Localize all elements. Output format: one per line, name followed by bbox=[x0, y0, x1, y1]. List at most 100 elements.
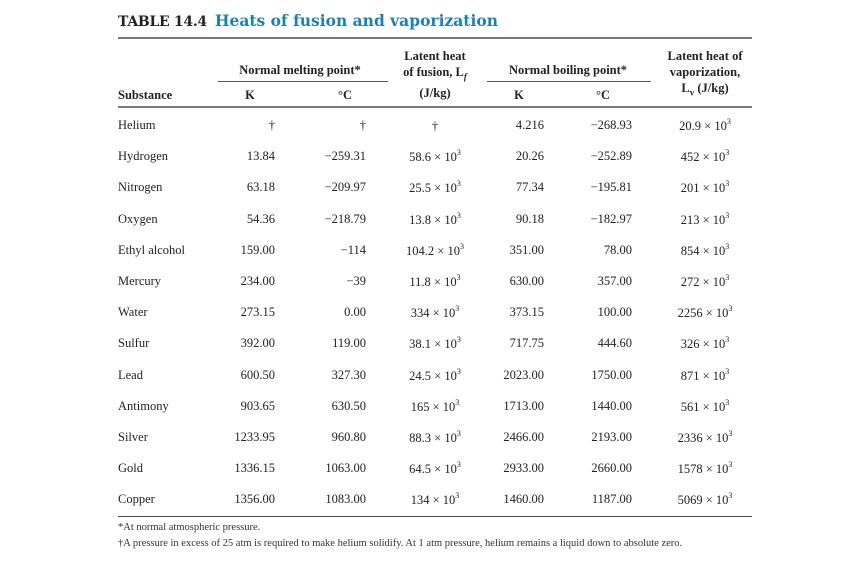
table-row: Antimony 903.65 630.50 165 × 103 1713.00 1440… bbox=[0, 398, 868, 419]
cell-text: Mercury bbox=[118, 274, 162, 288]
cell-text: 25.5 × 10 bbox=[409, 181, 457, 196]
cell-substance: Water bbox=[118, 305, 148, 320]
cell-text: −114 bbox=[340, 242, 366, 257]
cell-bp-k: 1713.00 bbox=[503, 399, 544, 414]
cell-text: 351.00 bbox=[509, 242, 544, 257]
cell-exponent: 3 bbox=[725, 273, 730, 282]
cell-exponent: 3 bbox=[456, 273, 461, 282]
cell-text: 104.2 × 10 bbox=[406, 243, 460, 258]
cell-mp-c: 0.00 bbox=[344, 305, 366, 320]
cell-bp-c: −268.93 bbox=[591, 118, 632, 133]
table-row: Mercury 234.00 −39 11.8 × 103 630.00 357.00 27… bbox=[0, 273, 868, 294]
cell-text: Hydrogen bbox=[118, 149, 168, 164]
cell-exponent: 3 bbox=[725, 366, 730, 376]
cell-text: 2466.00 bbox=[503, 430, 544, 444]
cell-mp-k: † bbox=[269, 118, 275, 133]
cell-text: 2256 × 10 bbox=[677, 306, 729, 321]
cell-substance: Lead bbox=[118, 368, 143, 383]
cell-substance: Silver bbox=[118, 430, 148, 445]
cell-exponent: 3 bbox=[728, 460, 733, 470]
cell-mp-c: −218.79 bbox=[325, 212, 366, 227]
cell-lv: 2336 × 103 bbox=[645, 429, 765, 446]
cell-text: 1233.95 bbox=[234, 430, 275, 444]
header-fusion-sub: f bbox=[463, 71, 467, 82]
cell-text: 119.00 bbox=[332, 336, 366, 351]
cell-mp-c: −39 bbox=[346, 274, 366, 289]
cell-mp-c: −209.97 bbox=[325, 180, 366, 195]
cell-substance: Ethyl alcohol bbox=[118, 243, 185, 258]
cell-text: 24.5 × 10 bbox=[409, 368, 457, 383]
cell-text: Nitrogen bbox=[118, 180, 163, 195]
cell-text: 373.15 bbox=[509, 305, 544, 320]
cell-mp-k: 1356.00 bbox=[234, 492, 275, 507]
cell-text: 38.1 × 10 bbox=[409, 337, 457, 352]
cell-substance: Helium bbox=[118, 118, 156, 133]
cell-mp-k: 903.65 bbox=[241, 399, 275, 414]
table-row: Sulfur 392.00 119.00 38.1 × 103 717.75 444.60… bbox=[0, 335, 868, 356]
header-fusion-line2: of fusion, Lf bbox=[385, 64, 485, 85]
cell-text: 77.34 bbox=[515, 180, 544, 195]
cell-exponent: 3 bbox=[456, 429, 461, 438]
cell-text: Helium bbox=[118, 118, 156, 132]
cell-text: 630.00 bbox=[509, 274, 544, 288]
header-rule bbox=[118, 106, 752, 108]
cell-bp-k: 373.15 bbox=[510, 305, 544, 320]
cell-text: 1750.00 bbox=[591, 367, 632, 382]
cell-text: 630.50 bbox=[331, 398, 366, 413]
cell-text: 2193.00 bbox=[591, 430, 632, 444]
cell-text: Oxygen bbox=[118, 211, 158, 226]
cell-bp-c: 1187.00 bbox=[592, 492, 632, 507]
cell-mp-k: 1336.15 bbox=[234, 461, 275, 476]
cell-lf: 13.8 × 103 bbox=[375, 210, 495, 228]
cell-mp-k: 63.18 bbox=[247, 180, 275, 195]
cell-text: 201 × 10 bbox=[680, 181, 726, 196]
cell-text: 1713.00 bbox=[503, 398, 544, 413]
header-boiling-group: Normal boiling point* bbox=[508, 63, 628, 77]
cell-substance: Copper bbox=[118, 492, 155, 507]
header-fusion-unit: (J/kg) bbox=[419, 85, 451, 100]
table-row: Helium † † † 4.216 −268.93 20.9 × 103 bbox=[0, 117, 868, 138]
cell-text: 273.15 bbox=[240, 305, 275, 320]
cell-mp-k: 273.15 bbox=[241, 305, 275, 320]
table-caption: Heats of fusion and vaporization bbox=[214, 11, 498, 30]
cell-bp-c: 100.00 bbox=[598, 305, 632, 320]
cell-text: Water bbox=[118, 305, 148, 320]
header-fusion-text: of fusion, L bbox=[403, 65, 464, 79]
cell-lv: 20.9 × 103 bbox=[645, 117, 765, 134]
cell-lf: † bbox=[375, 118, 495, 134]
header-melting-c: °C bbox=[337, 88, 353, 102]
cell-text: 63.18 bbox=[246, 180, 275, 195]
cell-text: 90.18 bbox=[515, 211, 544, 226]
cell-text: 78.00 bbox=[603, 242, 632, 257]
cell-text: Lead bbox=[118, 367, 143, 382]
cell-bp-c: 2193.00 bbox=[591, 430, 632, 445]
cell-lf: 134 × 103 bbox=[375, 491, 495, 508]
cell-text: −259.31 bbox=[324, 149, 366, 164]
cell-text: −209.97 bbox=[324, 180, 366, 195]
cell-mp-c: 630.50 bbox=[332, 399, 366, 414]
cell-text: 960.80 bbox=[331, 430, 366, 444]
cell-substance: Oxygen bbox=[118, 212, 158, 227]
cell-bp-c: 1750.00 bbox=[591, 368, 632, 383]
cell-text: 11.8 × 10 bbox=[409, 275, 457, 290]
cell-lf: 104.2 × 103 bbox=[375, 242, 495, 259]
cell-text: −218.79 bbox=[324, 211, 366, 226]
cell-text: 159.00 bbox=[240, 242, 275, 257]
cell-bp-k: 351.00 bbox=[510, 243, 544, 258]
cell-bp-c: −252.89 bbox=[591, 149, 632, 164]
cell-text: 213 × 10 bbox=[680, 212, 726, 227]
cell-text: 1440.00 bbox=[591, 398, 632, 413]
cell-text: † bbox=[359, 118, 366, 132]
cell-text: 717.75 bbox=[509, 336, 544, 351]
cell-text: 58.6 × 10 bbox=[409, 150, 457, 165]
cell-text: Sulfur bbox=[118, 336, 150, 351]
cell-bp-c: −182.97 bbox=[591, 212, 632, 227]
cell-lv: 5069 × 103 bbox=[645, 491, 765, 508]
cell-text: 2933.00 bbox=[503, 461, 544, 476]
cell-exponent: 3 bbox=[456, 210, 461, 220]
table-number: TABLE 14.4 bbox=[118, 14, 207, 30]
header-melting-group: Normal melting point* bbox=[239, 63, 361, 77]
cell-text: −39 bbox=[346, 274, 366, 288]
melting-group-rule bbox=[218, 81, 388, 82]
cell-bp-k: 90.18 bbox=[516, 212, 544, 227]
